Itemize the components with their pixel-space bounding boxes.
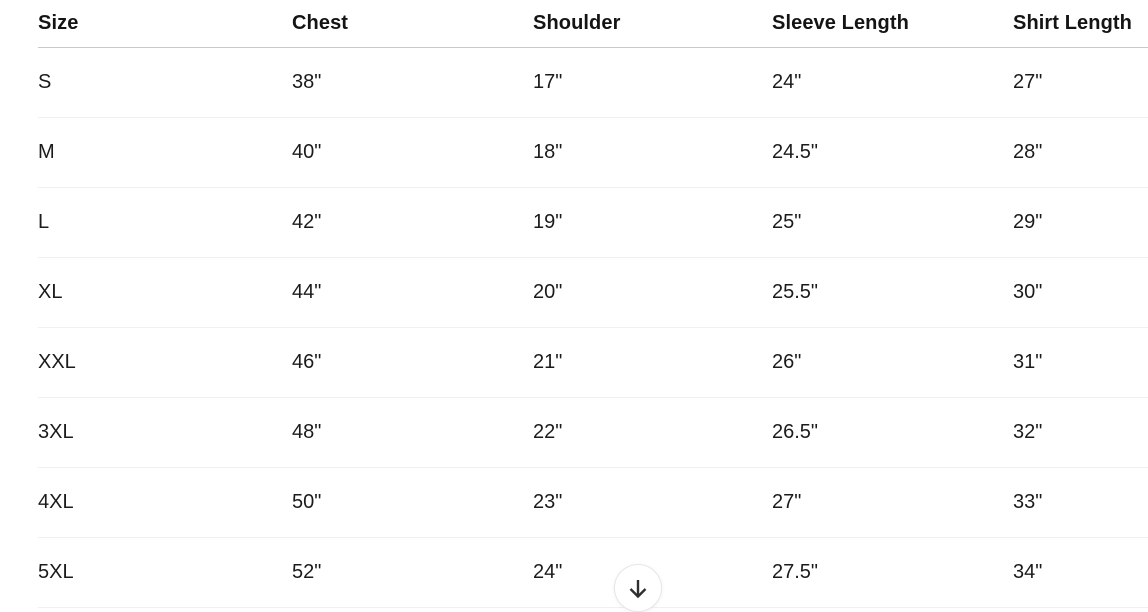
chest-cell: 44" <box>292 257 533 328</box>
table-row: XXL 46" 21" 26" 31" <box>38 327 1148 398</box>
column-header-size: Size <box>38 0 292 48</box>
table-row: 3XL 48" 22" 26.5" 32" <box>38 397 1148 468</box>
shoulder-cell: 20" <box>533 257 772 328</box>
size-cell: 5XL <box>38 537 292 608</box>
sleeve-length-cell: 24" <box>772 47 1013 118</box>
shoulder-cell: 23" <box>533 467 772 538</box>
size-chart-table: Size Chest Shoulder Sleeve Length Shirt … <box>38 0 1148 608</box>
size-cell: XL <box>38 257 292 328</box>
header-row: Size Chest Shoulder Sleeve Length Shirt … <box>38 0 1148 48</box>
table-row: L 42" 19" 25" 29" <box>38 187 1148 258</box>
shirt-length-cell: 33" <box>1013 467 1148 538</box>
table-row: S 38" 17" 24" 27" <box>38 47 1148 118</box>
table-row: M 40" 18" 24.5" 28" <box>38 117 1148 188</box>
shoulder-cell: 19" <box>533 187 772 258</box>
chest-cell: 48" <box>292 397 533 468</box>
table-row: 4XL 50" 23" 27" 33" <box>38 467 1148 538</box>
size-cell: M <box>38 117 292 188</box>
chest-cell: 42" <box>292 187 533 258</box>
shirt-length-cell: 30" <box>1013 257 1148 328</box>
column-header-shoulder: Shoulder <box>533 0 772 48</box>
sleeve-length-cell: 27" <box>772 467 1013 538</box>
shirt-length-cell: 32" <box>1013 397 1148 468</box>
size-chart-body: S 38" 17" 24" 27" M 40" 18" 24.5" 28" L … <box>38 47 1148 608</box>
scroll-down-button[interactable] <box>614 564 662 612</box>
shoulder-cell: 17" <box>533 47 772 118</box>
size-chart-header: Size Chest Shoulder Sleeve Length Shirt … <box>38 0 1148 48</box>
sleeve-length-cell: 25.5" <box>772 257 1013 328</box>
size-cell: 4XL <box>38 467 292 538</box>
shirt-length-cell: 29" <box>1013 187 1148 258</box>
sleeve-length-cell: 27.5" <box>772 537 1013 608</box>
column-header-shirt-length: Shirt Length <box>1013 0 1148 48</box>
sleeve-length-cell: 26" <box>772 327 1013 398</box>
sleeve-length-cell: 24.5" <box>772 117 1013 188</box>
size-cell: S <box>38 47 292 118</box>
size-cell: XXL <box>38 327 292 398</box>
shoulder-cell: 22" <box>533 397 772 468</box>
chest-cell: 46" <box>292 327 533 398</box>
table-row: 5XL 52" 24" 27.5" 34" <box>38 537 1148 608</box>
shoulder-cell: 18" <box>533 117 772 188</box>
shirt-length-cell: 27" <box>1013 47 1148 118</box>
table-row: XL 44" 20" 25.5" 30" <box>38 257 1148 328</box>
arrow-down-icon <box>625 571 651 605</box>
shoulder-cell: 21" <box>533 327 772 398</box>
column-header-sleeve-length: Sleeve Length <box>772 0 1013 48</box>
shirt-length-cell: 28" <box>1013 117 1148 188</box>
shirt-length-cell: 31" <box>1013 327 1148 398</box>
size-chart-container: Size Chest Shoulder Sleeve Length Shirt … <box>38 0 1148 608</box>
sleeve-length-cell: 26.5" <box>772 397 1013 468</box>
chest-cell: 52" <box>292 537 533 608</box>
sleeve-length-cell: 25" <box>772 187 1013 258</box>
size-cell: 3XL <box>38 397 292 468</box>
size-cell: L <box>38 187 292 258</box>
column-header-chest: Chest <box>292 0 533 48</box>
chest-cell: 40" <box>292 117 533 188</box>
shirt-length-cell: 34" <box>1013 537 1148 608</box>
chest-cell: 38" <box>292 47 533 118</box>
chest-cell: 50" <box>292 467 533 538</box>
